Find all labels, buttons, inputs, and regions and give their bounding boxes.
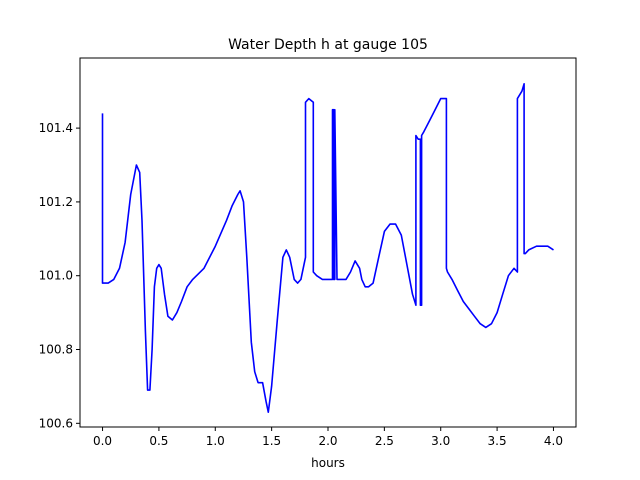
plot-area: 0.0 0.5 1.0 1.5 2.0 2.5 3.0 3.5 4.0 100.6100.810… — [39, 57, 577, 448]
x-tick-label: 1.0 — [206, 434, 225, 448]
y-tick-label: 101.2 — [39, 195, 73, 209]
x-tick-label: 2.5 — [375, 434, 394, 448]
y-axis: 100.6 100.8 101.0 101.2 101.4 — [39, 121, 80, 430]
x-tick-label: 0.5 — [149, 434, 168, 448]
y-tick-label: 101.0 — [39, 269, 73, 283]
y-tick-label: 100.6 — [39, 416, 73, 430]
series-line-water-depth — [101, 83, 554, 414]
y-tick-label: 100.8 — [39, 343, 73, 357]
x-tick-label: 4.0 — [544, 434, 563, 448]
chart-title: Water Depth h at gauge 105 — [228, 37, 428, 53]
y-tick-label: 101.4 — [39, 121, 73, 135]
x-axis: 0.0 0.5 1.0 1.5 2.0 2.5 3.0 3.5 4.0 — [93, 427, 563, 448]
x-tick-label: 3.0 — [431, 434, 450, 448]
x-tick-label: 3.5 — [488, 434, 507, 448]
x-axis-label: hours — [311, 456, 345, 470]
x-tick-label: 0.0 — [93, 434, 112, 448]
x-tick-label: 2.0 — [318, 434, 337, 448]
x-tick-label: 1.5 — [262, 434, 281, 448]
